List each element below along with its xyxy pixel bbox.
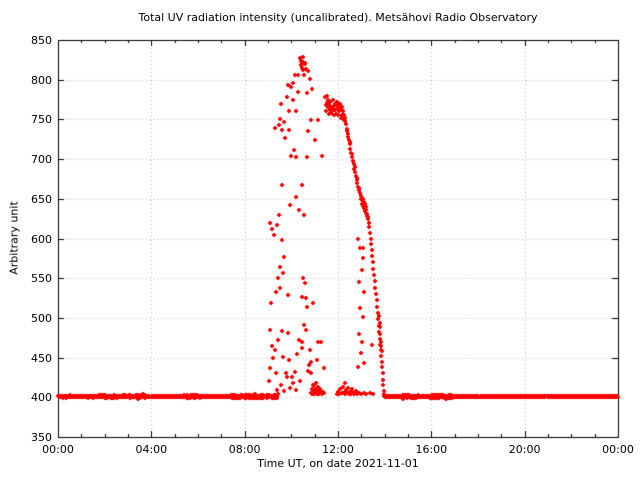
x-tick-label: 12:00 — [322, 443, 354, 456]
y-tick-label: 450 — [31, 351, 52, 365]
x-axis-label: Time UT, on date 2021-11-01 — [257, 457, 419, 470]
chart-title: Total UV radiation intensity (uncalibrat… — [138, 11, 538, 24]
y-tick-label: 700 — [31, 153, 52, 167]
y-tick-label: 350 — [31, 431, 52, 444]
x-tick-label: 08:00 — [228, 443, 261, 456]
y-tick-label: 600 — [31, 232, 52, 246]
x-tick-label: 16:00 — [415, 443, 448, 456]
y-tick-label: 750 — [31, 113, 52, 127]
y-tick-label: 850 — [31, 34, 52, 47]
x-tick-label: 00:00 — [42, 443, 74, 456]
y-tick-label: 400 — [31, 391, 52, 405]
x-tick-label: 04:00 — [135, 443, 168, 456]
y-tick-label: 500 — [31, 311, 52, 325]
y-tick-label: 650 — [31, 192, 52, 206]
x-tick-label: 20:00 — [508, 443, 541, 456]
y-tick-label: 550 — [31, 272, 52, 286]
y-tick-label: 800 — [31, 73, 52, 87]
x-tick-label: 00:00 — [602, 443, 634, 456]
